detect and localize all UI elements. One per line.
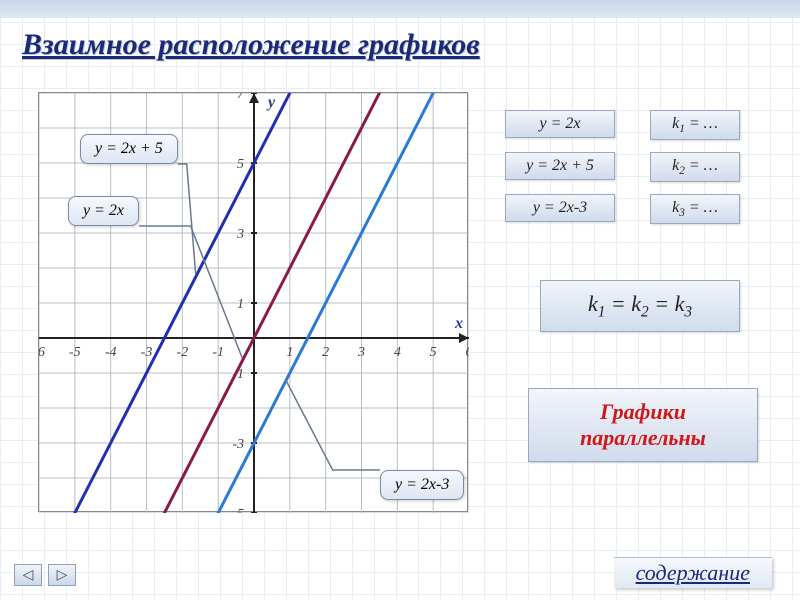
slope-box: k2 = …	[650, 152, 740, 182]
chart-callout: y = 2x + 5	[80, 134, 178, 164]
page-title: Взаимное расположение графиков	[22, 28, 480, 62]
svg-text:-3: -3	[232, 437, 244, 452]
equation-box: y = 2x-3	[505, 194, 615, 222]
svg-text:5: 5	[237, 157, 244, 172]
svg-text:1: 1	[286, 345, 293, 360]
contents-link[interactable]: содержание	[614, 557, 772, 588]
svg-text:5: 5	[430, 345, 437, 360]
equation-box: y = 2x	[505, 110, 615, 138]
svg-text:-6: -6	[39, 345, 45, 360]
slope-box: k3 = …	[650, 194, 740, 224]
svg-text:7: 7	[237, 93, 245, 102]
chart-callout: y = 2x	[68, 196, 139, 226]
nav-buttons: ◁ ▷	[14, 564, 76, 586]
svg-text:1: 1	[237, 297, 244, 312]
svg-text:4: 4	[394, 345, 401, 360]
svg-text:3: 3	[236, 227, 244, 242]
svg-text:6: 6	[466, 345, 470, 360]
svg-text:-2: -2	[176, 345, 188, 360]
conclusion-box: Графикипараллельны	[528, 388, 758, 462]
next-button[interactable]: ▷	[48, 564, 76, 586]
svg-text:-5: -5	[69, 345, 81, 360]
equation-box: y = 2x + 5	[505, 152, 615, 180]
svg-text:x: x	[454, 315, 463, 332]
svg-text:-3: -3	[141, 345, 153, 360]
svg-text:2: 2	[322, 345, 329, 360]
prev-button[interactable]: ◁	[14, 564, 42, 586]
svg-text:-1: -1	[212, 345, 224, 360]
svg-text:-4: -4	[105, 345, 117, 360]
svg-text:-5: -5	[232, 507, 244, 513]
top-bar	[0, 0, 800, 18]
chart-callout: y = 2x-3	[380, 470, 464, 500]
svg-text:y: y	[266, 94, 276, 111]
slopes-equal-box: k1 = k2 = k3	[540, 280, 740, 332]
svg-text:3: 3	[357, 345, 365, 360]
slope-box: k1 = …	[650, 110, 740, 140]
